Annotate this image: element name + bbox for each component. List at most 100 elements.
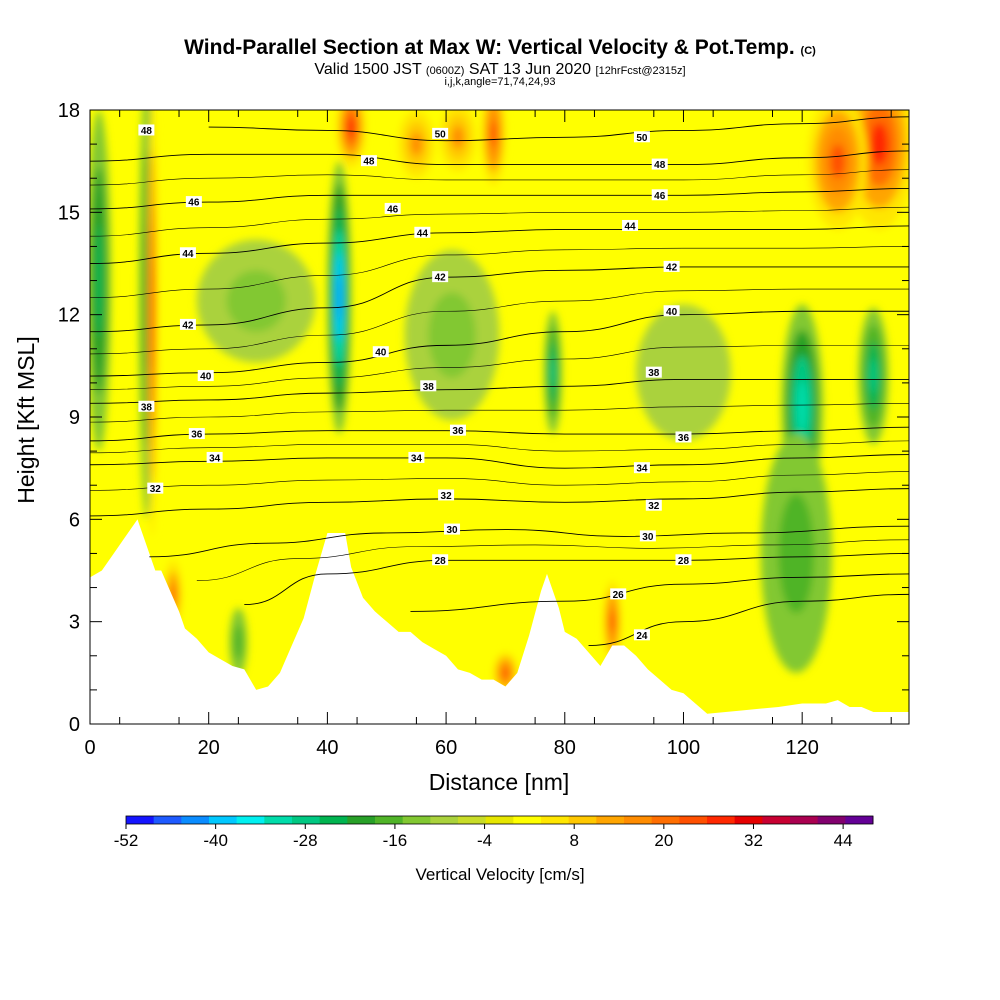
isentrope-label: 42	[432, 271, 449, 284]
terrain-mask	[90, 519, 909, 724]
isentrope-label: 40	[197, 370, 214, 383]
isentrope-label-text: 36	[678, 433, 690, 444]
isentrope-label: 38	[645, 366, 662, 379]
velocity-cell	[550, 357, 556, 389]
isentrope-label-bg	[432, 271, 449, 283]
isentrope-label-text: 30	[642, 532, 654, 543]
isentrope-minor	[90, 345, 909, 391]
isentrope-minor	[196, 539, 909, 582]
isentrope-label-text: 30	[446, 525, 458, 536]
isentrope-label: 36	[675, 431, 692, 444]
isentrope-label: 28	[675, 554, 692, 567]
velocity-cell	[830, 144, 846, 179]
isentrope-label-bg	[206, 451, 223, 463]
colorbar-tick-label: 8	[569, 831, 578, 850]
isentrope-label-text: 32	[648, 501, 660, 512]
isentrope-label-text: 34	[411, 453, 423, 464]
isentrope-label: 42	[663, 260, 680, 273]
chart-subtitle: Valid 1500 JST (0600Z) SAT 13 Jun 2020 […	[0, 61, 1000, 79]
isentrope-label-bg	[633, 629, 650, 641]
y-tick-label: 9	[69, 407, 80, 429]
colorbar-swatch	[790, 816, 819, 824]
isentrope-label-bg	[384, 202, 401, 214]
isentrope-label-text: 32	[441, 491, 453, 502]
velocity-cell	[490, 121, 497, 147]
isentrope-label-text: 28	[678, 556, 690, 567]
isentrope-minor	[90, 471, 909, 491]
colorbar-swatch	[375, 816, 404, 824]
colorbar-swatch	[402, 816, 431, 824]
isentrope-label-text: 24	[636, 631, 648, 642]
isentrope-38	[90, 379, 909, 404]
velocity-cell	[347, 116, 355, 138]
colorbar-tick-label: 32	[744, 831, 763, 850]
isentrope-label-text: 48	[141, 126, 153, 137]
isentrope-50	[208, 116, 909, 142]
colorbar-swatch	[430, 816, 459, 824]
isentrope-label: 24	[633, 629, 650, 642]
isentrope-label: 36	[449, 424, 466, 437]
isentrope-label-bg	[438, 489, 455, 501]
colorbar-tick-label: -16	[383, 831, 408, 850]
isentrope-40	[90, 310, 909, 377]
isentrope-label: 50	[432, 127, 449, 140]
isentrope-label-text: 26	[613, 590, 625, 601]
colorbar-swatch	[292, 816, 321, 824]
isentrope-label-bg	[197, 370, 214, 382]
isentrope-label-text: 34	[209, 453, 221, 464]
isentrope-label-text: 32	[150, 484, 162, 495]
isentrope-label: 30	[639, 530, 656, 543]
isentrope-label-bg	[663, 305, 680, 317]
isentrope-label-text: 42	[182, 320, 194, 331]
isentrope-label-bg	[645, 366, 662, 378]
isentrope-label: 44	[179, 247, 196, 260]
isentrope-label-text: 42	[435, 273, 447, 284]
valid-time-z: (0600Z)	[425, 65, 465, 77]
isentrope-42	[90, 266, 909, 333]
isentrope-label-text: 40	[200, 372, 212, 383]
colorbar-swatch	[734, 816, 763, 824]
isentrope-label-text: 46	[188, 198, 200, 209]
y-tick-label: 0	[69, 714, 80, 736]
y-tick-label: 12	[58, 305, 80, 327]
isentrope-label: 42	[179, 318, 196, 331]
x-tick-label: 60	[435, 737, 457, 759]
x-tick-label: 0	[84, 737, 95, 759]
isentrope-label-text: 44	[625, 221, 637, 232]
colorbar-swatch	[458, 816, 487, 824]
isentrope-label-bg	[633, 462, 650, 474]
isentrope-label: 40	[663, 305, 680, 318]
colorbar-swatch	[762, 816, 791, 824]
isentrope-32	[90, 488, 909, 517]
isentrope-label: 30	[444, 523, 461, 536]
isentrope-label-text: 38	[648, 368, 660, 379]
isentrope-minor	[90, 403, 909, 423]
isentrope-label-text: 38	[141, 402, 153, 413]
isentrope-label: 28	[432, 554, 449, 567]
isentrope-label-bg	[179, 318, 196, 330]
isentrope-label: 34	[206, 451, 223, 464]
isentrope-36	[90, 426, 909, 442]
isentrope-label-text: 46	[654, 191, 666, 202]
y-tick-label: 18	[58, 100, 80, 122]
isentrope-label-bg	[372, 346, 389, 358]
velocity-cell	[796, 381, 808, 433]
isentrope-label-text: 46	[387, 204, 399, 215]
isentrope-label-bg	[179, 247, 196, 259]
isentrope-label-text: 36	[191, 430, 203, 441]
colorbar-swatch	[347, 816, 376, 824]
x-axis-label: Distance [nm]	[429, 769, 570, 795]
y-tick-label: 15	[58, 202, 80, 224]
colorbar-swatch	[319, 816, 348, 824]
isentrope-26	[410, 573, 909, 612]
isentrope-label-bg	[408, 451, 425, 463]
isentrope-label-text: 50	[435, 129, 447, 140]
velocity-cell	[233, 625, 243, 660]
isentrope-label: 38	[420, 380, 437, 393]
isentrope-label-text: 38	[423, 382, 435, 393]
colorbar-swatch	[707, 816, 736, 824]
colorbar-swatch	[596, 816, 625, 824]
isentrope-label-bg	[639, 530, 656, 542]
valid-time: Valid 1500 JST	[314, 61, 422, 78]
